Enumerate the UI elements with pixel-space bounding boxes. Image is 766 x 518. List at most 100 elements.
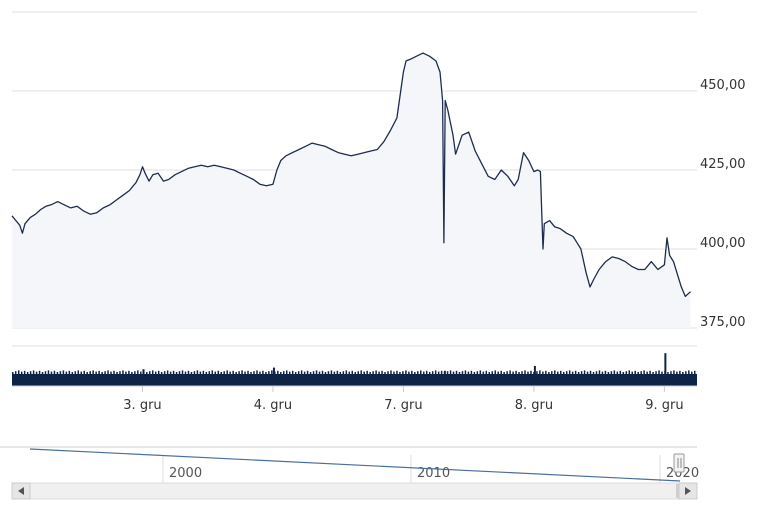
volume-bar (497, 371, 499, 374)
volume-bar (420, 370, 422, 374)
volume-bar (527, 371, 529, 374)
volume-bar (330, 370, 333, 374)
volume-bar (479, 370, 482, 374)
volume-bar (372, 371, 374, 374)
volume-bar (592, 372, 595, 374)
volume-bar (518, 372, 520, 374)
volume-bar (574, 370, 577, 374)
volume-bar (482, 371, 485, 374)
volume-bar (62, 370, 65, 374)
volume-spike (142, 369, 145, 374)
volume-bar (670, 371, 672, 374)
volume-bar (560, 370, 562, 374)
volume-bar (360, 370, 362, 374)
volume-bar (268, 371, 270, 374)
volume-bar (473, 372, 476, 374)
volume-bar (247, 370, 249, 374)
volume-bar (327, 371, 330, 374)
volume-bar (423, 371, 425, 374)
navigator-panel[interactable]: 2000 2010 2020 (0, 446, 699, 500)
scrollbar-thumb[interactable] (676, 484, 679, 498)
volume-bar (354, 372, 356, 374)
volume-bar (425, 370, 428, 374)
volume-bar (557, 371, 559, 374)
volume-bar (470, 370, 473, 374)
navigator-scrollbar[interactable] (11, 482, 698, 500)
volume-bar (259, 371, 261, 374)
volume-bar (83, 370, 85, 374)
volume-bar (50, 371, 53, 374)
volume-bar (631, 371, 633, 374)
volume-bar (694, 370, 696, 374)
volume-spike (664, 353, 667, 374)
scroll-left-button[interactable] (11, 482, 31, 500)
volume-bar (467, 371, 470, 374)
volume-bar (324, 372, 327, 374)
volume-bar (643, 370, 645, 374)
volume-bar (339, 372, 342, 374)
volume-bar (65, 371, 68, 374)
volume-bar (625, 371, 628, 374)
volume-bar (12, 372, 14, 374)
scroll-right-button[interactable] (678, 482, 698, 500)
volume-bar (667, 372, 669, 374)
volume-bar (387, 371, 389, 374)
volume-bars-base (12, 374, 697, 386)
volume-bar (214, 371, 217, 374)
volume-bar (238, 371, 240, 374)
volume-bar (366, 370, 368, 374)
volume-bar (491, 371, 493, 374)
volume-bar (53, 370, 56, 374)
x-axis-labels: 3. gru 4. gru 7. gru 8. gru 9. gru (123, 386, 684, 413)
volume-bar (500, 370, 502, 374)
volume-bar (682, 372, 684, 374)
volume-bar (89, 371, 91, 374)
volume-bar (59, 371, 62, 374)
y-tick-label: 425,00 (700, 157, 746, 172)
volume-bar (160, 372, 163, 374)
volume-bar (634, 370, 636, 374)
y-tick-label: 375,00 (700, 315, 746, 330)
volume-bar (309, 372, 312, 374)
volume-bar (351, 370, 354, 374)
volume-bar (163, 371, 166, 374)
volume-bar (262, 370, 264, 374)
volume-bar (217, 370, 219, 374)
volume-bar (244, 371, 246, 374)
volume-bar (119, 371, 121, 374)
volume-bar (411, 370, 413, 374)
x-tick-label: 7. gru (384, 398, 422, 413)
volume-bar (378, 371, 380, 374)
price-area-fill (12, 53, 691, 328)
volume-bar (294, 372, 297, 374)
volume-bar (226, 370, 228, 374)
volume-bar (178, 371, 181, 374)
volume-bar (434, 370, 437, 374)
volume-bar (494, 370, 496, 374)
volume-bar (646, 371, 648, 374)
navigator-handle[interactable] (673, 453, 685, 473)
volume-bar (536, 371, 538, 374)
volume-bar (211, 370, 214, 374)
volume-bar (539, 370, 541, 374)
volume-panel (12, 345, 697, 387)
volume-bar (98, 370, 100, 374)
volume-bar (336, 370, 339, 374)
volume-bar (241, 370, 243, 374)
volume-bar (202, 370, 205, 374)
navigator-series-line (29, 448, 681, 482)
volume-bar (452, 371, 455, 374)
volume-bar (604, 370, 607, 374)
volume-bar (280, 372, 282, 374)
volume-bar (74, 371, 77, 374)
volume-bar (300, 370, 303, 374)
volume-bar (169, 371, 172, 374)
volume-bar (32, 370, 35, 374)
volume-bar (616, 371, 619, 374)
volume-bar (86, 372, 88, 374)
volume-bar (589, 370, 592, 374)
volume-bar (187, 370, 190, 374)
volume-bar (125, 371, 127, 374)
volume-bar (658, 370, 660, 374)
volume-bar (428, 372, 431, 374)
